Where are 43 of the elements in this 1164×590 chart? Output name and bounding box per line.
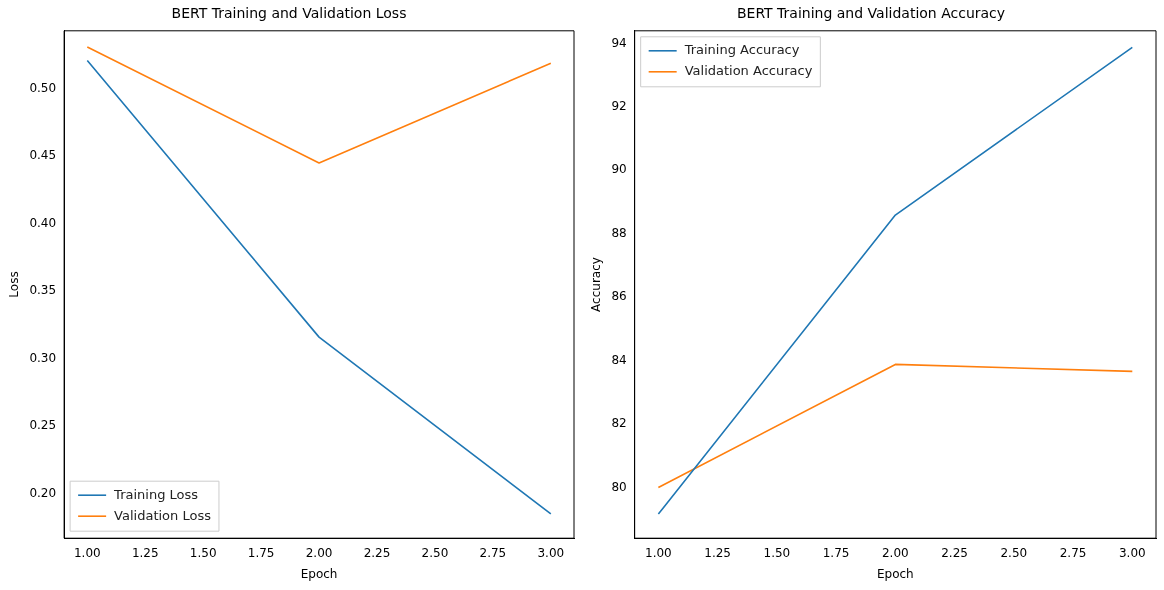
x-tick-label: 1.25: [131, 545, 159, 560]
legend-label: Training Loss: [113, 486, 199, 502]
x-tick-label: 2.50: [421, 545, 449, 560]
legend-label: Validation Loss: [114, 507, 212, 523]
x-tick-label: 2.50: [1000, 545, 1028, 560]
x-tick-label: 2.25: [363, 545, 391, 560]
y-tick-label: 86: [611, 289, 627, 304]
x-tick-label: 1.75: [822, 545, 850, 560]
y-axis-title: Loss: [7, 271, 22, 298]
y-tick-label: 80: [611, 479, 627, 494]
x-tick-label: 1.75: [247, 545, 275, 560]
y-tick-label: 82: [611, 416, 627, 431]
legend-label: Validation Accuracy: [684, 63, 813, 79]
y-tick-label: 0.45: [29, 148, 57, 163]
chart-title: BERT Training and Validation Loss: [171, 5, 407, 22]
x-tick-label: 2.75: [1059, 545, 1087, 560]
legend-label: Training Accuracy: [683, 42, 800, 58]
y-tick-label: 94: [611, 35, 627, 50]
y-tick-label: 0.40: [29, 215, 57, 230]
y-tick-label: 0.30: [29, 350, 57, 365]
x-tick-label: 3.00: [1118, 545, 1146, 560]
chart-title: BERT Training and Validation Accuracy: [736, 5, 1006, 22]
x-tick-label: 2.00: [881, 545, 909, 560]
y-tick-label: 92: [611, 99, 627, 114]
y-tick-label: 88: [611, 225, 627, 240]
y-tick-label: 0.50: [29, 80, 57, 95]
y-tick-label: 0.25: [29, 418, 57, 433]
x-axis-title: Epoch: [300, 566, 338, 581]
x-tick-label: 2.00: [305, 545, 333, 560]
y-tick-label: 84: [611, 352, 627, 367]
y-tick-label: 0.20: [29, 485, 57, 500]
x-tick-label: 2.75: [479, 545, 507, 560]
y-axis-title: Accuracy: [589, 257, 604, 312]
y-tick-label: 0.35: [29, 283, 57, 298]
x-tick-label: 1.00: [73, 545, 101, 560]
x-tick-label: 1.00: [645, 545, 672, 560]
x-tick-label: 3.00: [537, 545, 565, 560]
y-tick-label: 90: [611, 162, 627, 177]
x-tick-label: 2.25: [941, 545, 968, 560]
x-tick-label: 1.50: [189, 545, 217, 560]
x-tick-label: 1.25: [704, 545, 731, 560]
x-tick-label: 1.50: [763, 545, 791, 560]
x-axis-title: Epoch: [876, 566, 914, 581]
